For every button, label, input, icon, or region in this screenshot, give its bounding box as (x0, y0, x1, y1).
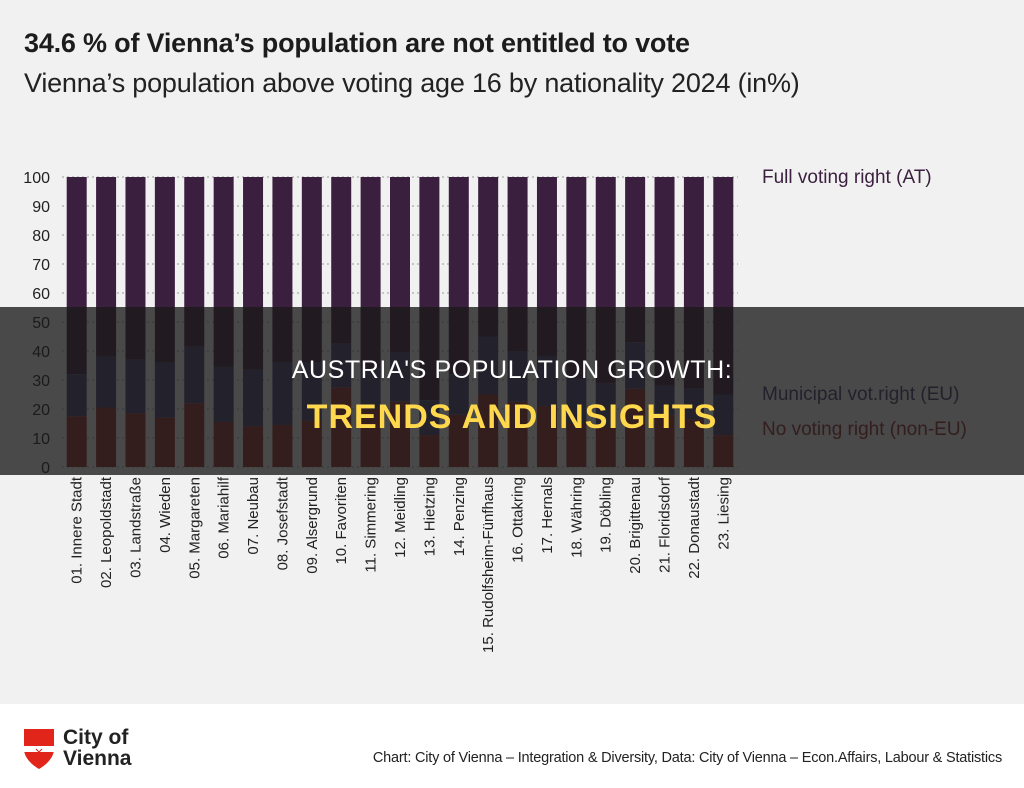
x-tick-label: 23. Liesing (715, 477, 732, 550)
x-tick-label: 08. Josefstadt (274, 476, 291, 570)
overlay-subheadline: TRENDS AND INSIGHTS (306, 398, 718, 436)
x-tick-label: 13. Hietzing (421, 477, 438, 556)
x-tick-label: 16. Ottakring (510, 477, 527, 563)
y-tick-label: 60 (32, 286, 50, 303)
x-tick-label: 04. Wieden (157, 477, 174, 553)
legend-entry: Full voting right (AT) (762, 167, 932, 188)
chart-subtitle: Vienna’s population above voting age 16 … (24, 68, 800, 98)
y-tick-label: 100 (23, 170, 50, 187)
bar-segment (184, 177, 205, 347)
x-tick-label: 17. Hernals (539, 477, 556, 554)
x-tick-label: 01. Innere Stadt (69, 476, 86, 584)
bar-segment (478, 177, 499, 337)
y-tick-label: 80 (32, 228, 50, 245)
x-tick-label: 02. Leopoldstadt (98, 476, 115, 588)
overlay-headline: AUSTRIA'S POPULATION GROWTH: (291, 356, 733, 384)
y-tick-label: 70 (32, 257, 50, 274)
x-tick-label: 14. Penzing (451, 477, 468, 556)
footer (0, 704, 1024, 788)
x-tick-label: 18. Währing (568, 477, 585, 558)
x-tick-label: 05. Margareten (186, 477, 203, 579)
x-tick-label: 15. Rudolfsheim-Fünfhaus (480, 477, 497, 653)
chart-title: 34.6 % of Vienna’s population are not en… (24, 28, 690, 58)
x-tick-label: 12. Meidling (392, 477, 409, 558)
x-tick-label: 20. Brigittenau (627, 477, 644, 574)
source-note: Chart: City of Vienna – Integration & Di… (372, 750, 1002, 766)
x-tick-label: 03. Landstraße (127, 477, 144, 578)
headline-overlay (0, 307, 1024, 475)
bar-segment (331, 177, 352, 344)
bar-segment (625, 177, 646, 343)
x-tick-label: 21. Floridsdorf (657, 476, 674, 573)
x-tick-label: 19. Döbling (598, 477, 615, 553)
vienna-shield-logo-icon (24, 729, 54, 769)
y-tick-label: 90 (32, 199, 50, 216)
x-tick-label: 10. Favoriten (333, 477, 350, 565)
x-tick-label: 09. Alsergrund (304, 477, 321, 574)
x-tick-label: 11. Simmering (363, 477, 380, 573)
x-tick-label: 07. Neubau (245, 477, 262, 555)
x-tick-label: 22. Donaustadt (686, 476, 703, 579)
city-of-vienna-logo-text: City of Vienna (63, 726, 132, 770)
x-tick-label: 06. Mariahilf (216, 476, 233, 559)
